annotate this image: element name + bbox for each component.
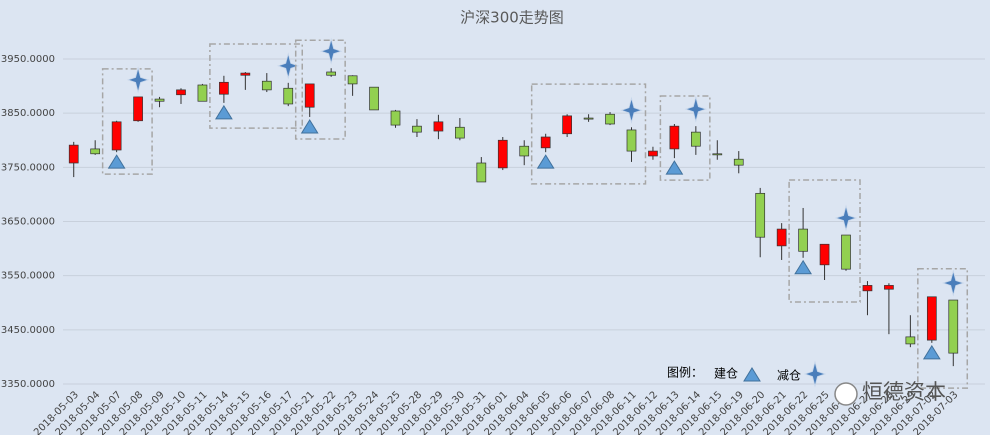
candle-body (133, 96, 143, 122)
candle-body (412, 125, 422, 133)
candle-body (369, 86, 379, 111)
y-tick-label: 3350.0000 (1, 379, 55, 390)
buy-marker (300, 119, 319, 134)
candle-body (798, 228, 808, 252)
candle-body (326, 71, 337, 76)
y-tick-label: 3450.0000 (1, 325, 55, 336)
chart-title: 沪深300走势图 (460, 9, 564, 27)
buy-marker (665, 160, 684, 175)
candle-body (926, 296, 937, 341)
buy-marker (214, 104, 233, 120)
candle-body (540, 136, 551, 149)
candle-body (648, 150, 658, 157)
signal-box (101, 68, 153, 175)
candle-body (884, 285, 894, 290)
signal-box (788, 179, 861, 303)
candle-body (626, 129, 637, 152)
candle-body (154, 98, 165, 102)
candle-body (948, 299, 959, 354)
candle-body (733, 158, 744, 166)
candle-body (690, 131, 701, 147)
candle-body (476, 162, 487, 183)
candle-body (219, 81, 229, 95)
signal-box (209, 43, 303, 129)
y-tick-label: 3750.0000 (1, 162, 55, 173)
candle-body (519, 145, 530, 157)
candle-body (176, 89, 186, 96)
signal-box (294, 39, 346, 140)
sell-marker (319, 37, 343, 65)
y-tick-label: 3950.0000 (1, 54, 55, 65)
legend-buy (743, 367, 761, 382)
signal-box (659, 95, 711, 181)
legend-sell (803, 360, 827, 388)
candle-body (841, 234, 851, 270)
candle-body (755, 192, 766, 238)
candle-body (669, 125, 680, 150)
watermark-icon (834, 382, 858, 406)
candle-body (455, 126, 465, 139)
candle-body (862, 285, 873, 292)
candle-body (433, 121, 444, 132)
candle-body (261, 80, 272, 91)
buy-marker (107, 154, 126, 169)
buy-marker (922, 344, 941, 360)
candle-body (90, 148, 101, 155)
candle-body (583, 117, 594, 120)
candle-body (390, 110, 401, 126)
candle-body (605, 113, 615, 125)
sell-marker (942, 269, 965, 297)
candle-body (68, 144, 79, 164)
candle-body (562, 115, 572, 135)
candle-body (347, 75, 358, 85)
sell-marker (834, 204, 858, 232)
candle-body (776, 228, 787, 247)
candle-body (819, 243, 830, 266)
buy-marker (794, 259, 813, 275)
candle-body (283, 87, 294, 105)
signal-box (917, 268, 969, 389)
candle-body (304, 83, 315, 108)
sell-marker (276, 52, 300, 80)
candle-body (905, 336, 916, 345)
y-tick-label: 3650.0000 (1, 217, 55, 228)
candle-body (240, 72, 251, 76)
y-tick-label: 3550.0000 (1, 271, 55, 282)
sell-marker (684, 95, 708, 123)
candle-body (497, 139, 508, 169)
sell-marker (126, 66, 150, 94)
signal-box (530, 83, 647, 185)
watermark: 恒德资本 (862, 380, 946, 404)
sell-marker (620, 96, 643, 124)
legend-label: 减仓 (777, 369, 801, 383)
buy-marker (536, 154, 555, 169)
candle-body (712, 153, 723, 156)
candle-body (111, 121, 122, 151)
y-tick-label: 3850.0000 (1, 108, 55, 119)
legend-label: 建仓 (714, 367, 738, 381)
candle-body (197, 84, 208, 102)
legend-title: 图例： (667, 366, 703, 380)
